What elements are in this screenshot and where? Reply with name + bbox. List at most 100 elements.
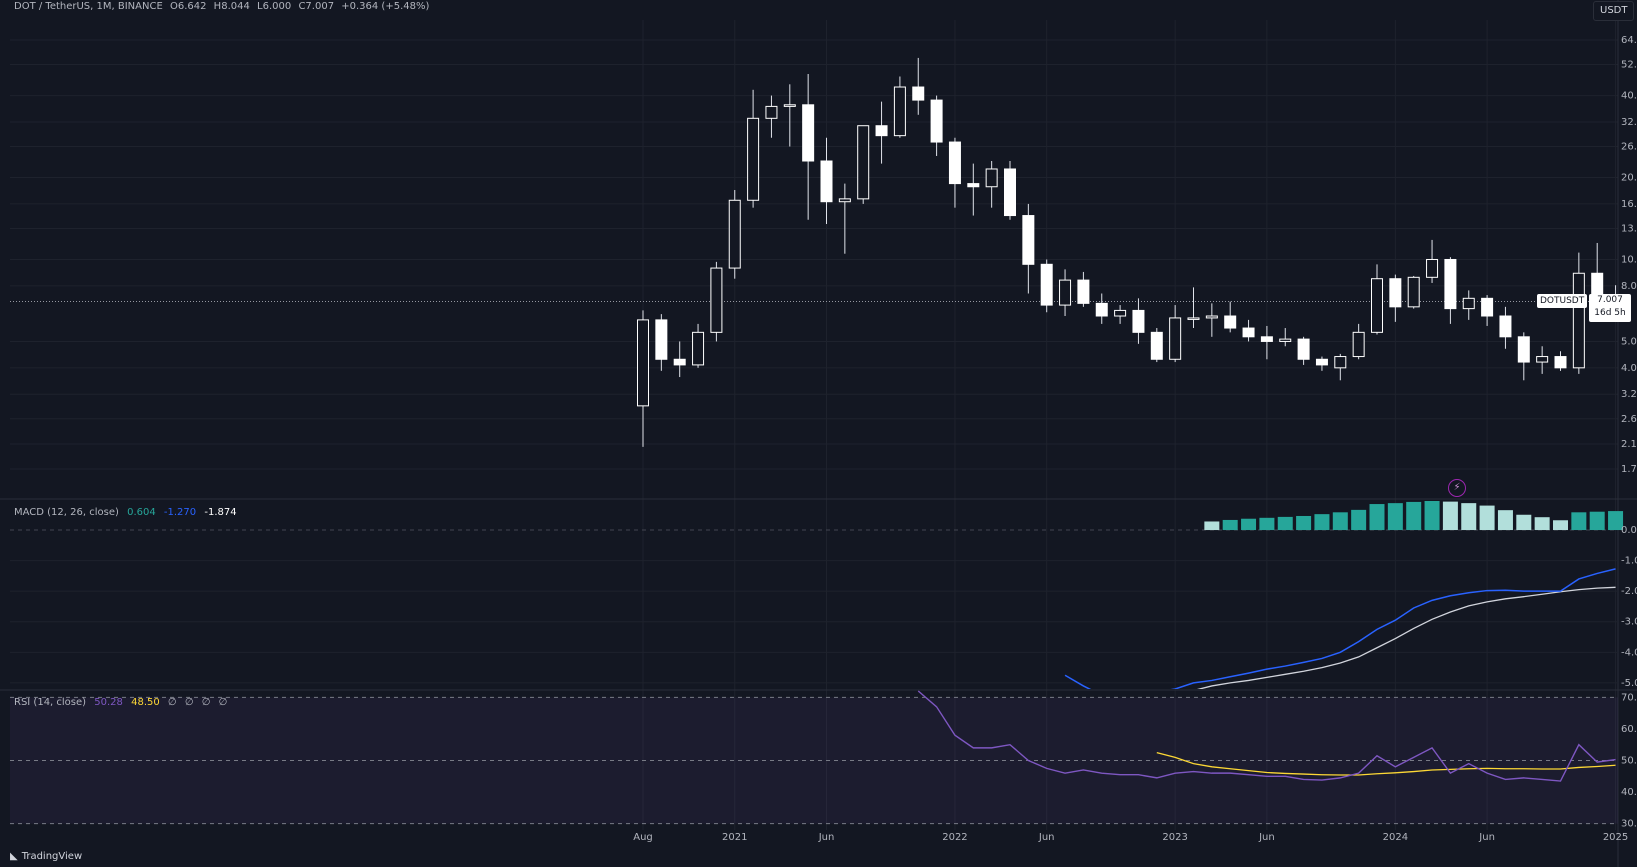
macd-signal-value: -1.874 xyxy=(204,507,237,518)
macd-line-value: -1.270 xyxy=(163,507,197,518)
candle xyxy=(1224,301,1237,333)
candle xyxy=(948,137,961,208)
candle-body xyxy=(1095,302,1108,317)
price-tick-label: 64.000 xyxy=(1621,35,1637,46)
x-tick-label: Aug xyxy=(633,832,653,843)
candle-body xyxy=(948,141,961,185)
candle-body xyxy=(673,358,686,366)
macd-histogram-bar xyxy=(1241,518,1257,531)
candle-body xyxy=(783,104,796,107)
macd-histogram-bar xyxy=(1479,505,1495,531)
candle-body xyxy=(1224,315,1237,329)
candle xyxy=(637,310,649,447)
price-tick-label: 32.000 xyxy=(1621,117,1637,128)
rsi-pane[interactable] xyxy=(10,690,1618,825)
candle xyxy=(1389,274,1402,322)
candle-body xyxy=(1205,315,1218,319)
candle-body xyxy=(1444,258,1457,310)
macd-histogram-bar xyxy=(1553,520,1568,531)
candle xyxy=(1279,328,1292,347)
macd-tick-label: -1.000 xyxy=(1621,556,1637,567)
rsi-title[interactable]: RSI (14, close) xyxy=(14,697,87,708)
macd-histogram-bar xyxy=(1424,501,1440,531)
close-label: C xyxy=(298,1,306,12)
symbol-title[interactable]: DOT / TetherUS, 1M, BINANCE xyxy=(14,1,163,12)
rsi-tick-label: 40.00 xyxy=(1621,787,1637,798)
lightning-icon[interactable]: ⚡ xyxy=(1448,479,1466,497)
macd-signal-line xyxy=(1196,586,1616,689)
candle xyxy=(1462,290,1475,320)
price-tick-label: 4.000 xyxy=(1621,363,1637,374)
rsi-ma-value: 48.50 xyxy=(131,697,160,708)
candle-body xyxy=(1132,309,1145,333)
macd-pane[interactable] xyxy=(1064,501,1624,698)
candle xyxy=(1352,323,1365,360)
price-tick-label: 1.700 xyxy=(1621,464,1637,475)
candle-body xyxy=(1371,278,1383,333)
price-pane[interactable] xyxy=(10,57,1622,447)
bar-countdown: 16d 5h xyxy=(1594,308,1626,318)
x-tick-label: 2024 xyxy=(1383,832,1408,843)
price-tick-label: 26.000 xyxy=(1621,142,1637,153)
rsi-legend: RSI (14, close) 50.28 48.50 ∅ ∅ ∅ ∅ xyxy=(14,696,232,710)
candle xyxy=(912,57,925,115)
candle xyxy=(930,95,943,156)
candle xyxy=(1554,351,1567,371)
candle-body xyxy=(1572,272,1585,369)
candle xyxy=(1444,257,1457,324)
macd-legend: MACD (12, 26, close) 0.604 -1.270 -1.874 xyxy=(14,506,242,520)
candle xyxy=(1004,161,1016,220)
currency-button[interactable]: USDT xyxy=(1593,1,1635,21)
candle-body xyxy=(1517,336,1530,363)
rsi-tick-label: 60.00 xyxy=(1621,724,1637,735)
x-tick-label: 2025 xyxy=(1603,832,1628,843)
candle xyxy=(1059,269,1072,317)
candle xyxy=(692,323,705,368)
macd-tick-label: 0.000 xyxy=(1621,525,1637,536)
price-tick-label: 13.000 xyxy=(1621,223,1637,234)
candle-body xyxy=(802,104,815,162)
macd-histogram-bar xyxy=(1204,521,1220,531)
price-tick-label: 52.000 xyxy=(1621,60,1637,71)
candle-body xyxy=(912,86,925,101)
candle-body xyxy=(1260,336,1273,342)
macd-histogram-bar xyxy=(1571,512,1587,531)
candle-body xyxy=(967,183,980,188)
candle xyxy=(1242,319,1255,342)
candle xyxy=(1334,353,1347,381)
candle xyxy=(802,74,815,220)
candle-body xyxy=(875,125,888,137)
candle xyxy=(1205,303,1218,337)
candle xyxy=(967,163,980,216)
candle-body xyxy=(1536,356,1549,363)
candle-body xyxy=(1352,331,1365,358)
macd-histogram-bar xyxy=(1497,510,1513,531)
tradingview-logo[interactable]: ◣ TradingView xyxy=(10,851,82,862)
candle xyxy=(985,161,998,208)
candle-body xyxy=(1334,356,1347,369)
candle xyxy=(765,95,778,138)
candle-body xyxy=(692,331,705,366)
price-tick-label: 2.100 xyxy=(1621,439,1637,450)
candle-body xyxy=(857,125,870,200)
candle xyxy=(710,261,723,342)
candle-body xyxy=(1554,356,1567,369)
price-tick-label: 20.000 xyxy=(1621,173,1637,184)
macd-title[interactable]: MACD (12, 26, close) xyxy=(14,507,119,518)
macd-histogram-bar xyxy=(1534,517,1550,531)
macd-histogram-bar xyxy=(1516,514,1532,531)
candle xyxy=(1481,295,1494,326)
candle xyxy=(1169,305,1182,363)
candle-body xyxy=(1242,327,1255,338)
candle xyxy=(1077,271,1090,307)
candle-body xyxy=(1389,278,1402,308)
macd-histogram-bar xyxy=(1369,504,1385,531)
candle xyxy=(893,76,906,138)
rsi-tick-label: 70.00 xyxy=(1621,692,1637,703)
tv-logo-icon: ◣ xyxy=(10,851,18,862)
macd-histogram-bar xyxy=(1259,517,1275,531)
low-value: 6.000 xyxy=(262,1,292,12)
macd-histogram-bar xyxy=(1351,509,1367,531)
change-value: +0.364 (+5.48%) xyxy=(341,1,430,12)
